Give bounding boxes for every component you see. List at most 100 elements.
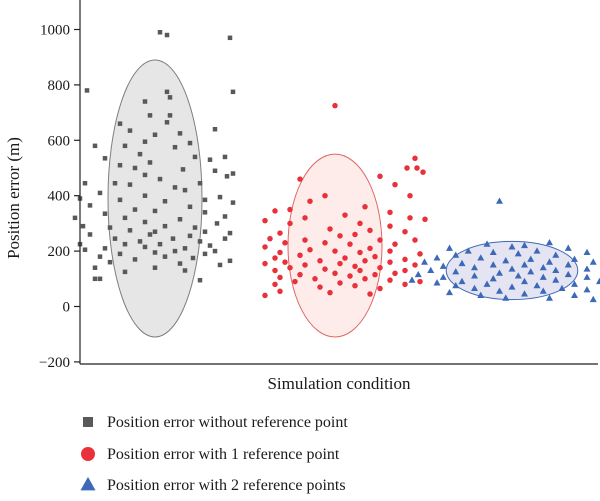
- circle-point: [262, 292, 268, 299]
- square-point: [122, 143, 128, 149]
- triangle-point: [471, 263, 478, 271]
- circle-point: [357, 249, 363, 256]
- triangle-point: [496, 197, 503, 204]
- circle-point: [312, 276, 318, 282]
- square-point: [172, 185, 178, 190]
- circle-point: [342, 212, 348, 218]
- square-point: [117, 197, 123, 203]
- square-point: [142, 99, 148, 104]
- square-point: [222, 236, 228, 241]
- triangle-point: [477, 291, 485, 298]
- circle-point: [352, 231, 358, 238]
- square-point: [162, 254, 168, 259]
- square-point: [142, 244, 148, 250]
- legend: Position error without reference point Po…: [80, 414, 348, 494]
- square-point: [117, 121, 123, 126]
- circle-point: [277, 274, 283, 281]
- triangle-point: [564, 270, 572, 278]
- square-point: [180, 167, 186, 172]
- square-point: [187, 204, 193, 210]
- square-point: [97, 190, 103, 196]
- square-point: [222, 154, 228, 160]
- y-tick-label: 600: [48, 133, 71, 149]
- square-point: [152, 250, 158, 255]
- x-axis-title: Simulation condition: [267, 374, 411, 393]
- square-point: [214, 221, 220, 226]
- triangle-point: [596, 277, 600, 285]
- circle-point: [332, 248, 338, 254]
- square-point: [172, 144, 178, 150]
- square-point: [164, 32, 170, 38]
- square-point: [202, 251, 208, 257]
- square-point: [132, 207, 138, 212]
- circle-point: [327, 289, 333, 296]
- y-axis-title: Position error (m): [4, 137, 23, 259]
- square-point: [127, 128, 133, 133]
- circle-point: [322, 192, 328, 199]
- triangle-point: [589, 258, 597, 265]
- square-point: [197, 180, 203, 186]
- y-tick-label: −200: [39, 355, 70, 371]
- circle-point: [307, 198, 313, 204]
- square-point: [202, 210, 208, 215]
- y-tick-label: 200: [48, 244, 71, 260]
- square-point: [147, 160, 153, 165]
- square-point: [227, 35, 233, 41]
- triangle-point: [539, 273, 547, 280]
- square-point: [207, 157, 213, 162]
- square-point: [177, 216, 183, 222]
- y-axis-ticks: −200 0 200 400 600 800 1000: [39, 23, 80, 371]
- square-point: [224, 174, 230, 179]
- circle-point: [302, 262, 308, 268]
- square-point: [202, 197, 208, 203]
- triangle-point: [433, 254, 441, 261]
- triangle-point: [408, 276, 416, 283]
- square-point: [102, 246, 108, 251]
- circle-point: [272, 255, 278, 261]
- square-point: [164, 120, 170, 125]
- triangle-point: [514, 272, 522, 279]
- circle-point: [282, 259, 288, 265]
- square-point: [164, 89, 170, 95]
- circle-point: [377, 285, 383, 292]
- triangle-point: [421, 258, 428, 265]
- circle-point: [272, 208, 278, 214]
- circle-point: [377, 264, 383, 271]
- circle-point: [372, 271, 378, 278]
- square-point: [152, 208, 158, 214]
- square-point: [107, 225, 113, 230]
- legend-circle-icon: [81, 447, 95, 461]
- circle-point: [347, 241, 353, 247]
- square-point: [117, 162, 123, 168]
- triangle-point: [427, 266, 435, 274]
- triangle-point: [514, 250, 522, 257]
- square-point: [87, 203, 93, 208]
- triangle-point: [546, 239, 553, 246]
- square-point: [217, 194, 223, 200]
- circle-point: [317, 284, 323, 290]
- circle-point: [417, 251, 423, 257]
- circle-point: [387, 209, 393, 216]
- circle-point: [292, 278, 298, 285]
- square-point: [167, 95, 173, 100]
- square-point: [170, 236, 176, 241]
- circle-point: [347, 273, 353, 279]
- circle-point: [357, 267, 363, 274]
- square-point: [147, 232, 153, 237]
- square-point: [182, 246, 188, 251]
- circle-point: [377, 237, 383, 243]
- square-point: [202, 229, 208, 234]
- triangle-point: [452, 268, 460, 275]
- triangle-point: [508, 243, 516, 250]
- square-point: [127, 182, 133, 187]
- square-point: [97, 276, 103, 282]
- square-point: [157, 30, 163, 35]
- square-point: [182, 268, 188, 273]
- circle-point: [412, 155, 418, 162]
- square-point: [92, 265, 98, 270]
- square-point: [222, 214, 228, 219]
- square-point: [152, 229, 158, 234]
- y-tick-label: 0: [63, 300, 71, 316]
- triangle-point: [477, 254, 485, 261]
